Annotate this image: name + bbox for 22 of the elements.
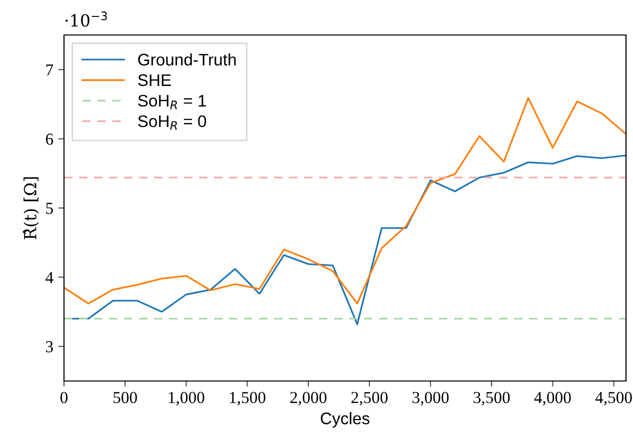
x-tick-label: 1,500 <box>230 392 266 406</box>
x-tick-label: 4,000 <box>534 392 571 406</box>
text: ·10$^{−3}$ <box>66 11 107 27</box>
x-axis-title: Cycles <box>320 412 370 428</box>
x-tick-label: 4,500 <box>595 392 632 406</box>
x-tick-label: 0 <box>60 392 68 404</box>
x-tick-label: 500 <box>114 392 137 404</box>
x-tick-label: 1,000 <box>168 392 204 406</box>
x-tick-label: 2,000 <box>290 392 326 406</box>
x-tick-label: 3,500 <box>474 392 510 406</box>
x-tick-label: 2,500 <box>351 392 388 406</box>
y-axis-title: R̂(t) [Ω] <box>22 177 39 240</box>
y-tick-label: 7 <box>46 64 54 76</box>
y-tick-label: 5 <box>46 202 53 214</box>
legend-label: SoH$_{R}$ = 0 <box>138 115 206 130</box>
y-tick-label: 4 <box>46 272 54 283</box>
y-tick-label: 3 <box>46 341 53 352</box>
legend-label: SHE <box>138 74 171 86</box>
x-tick-label: 3,000 <box>412 392 449 406</box>
legend-label: Ground-Truth <box>138 53 236 66</box>
legend-label: SoH$_{R}$ = 1 <box>138 94 206 110</box>
y-tick-label: 6 <box>46 134 54 145</box>
